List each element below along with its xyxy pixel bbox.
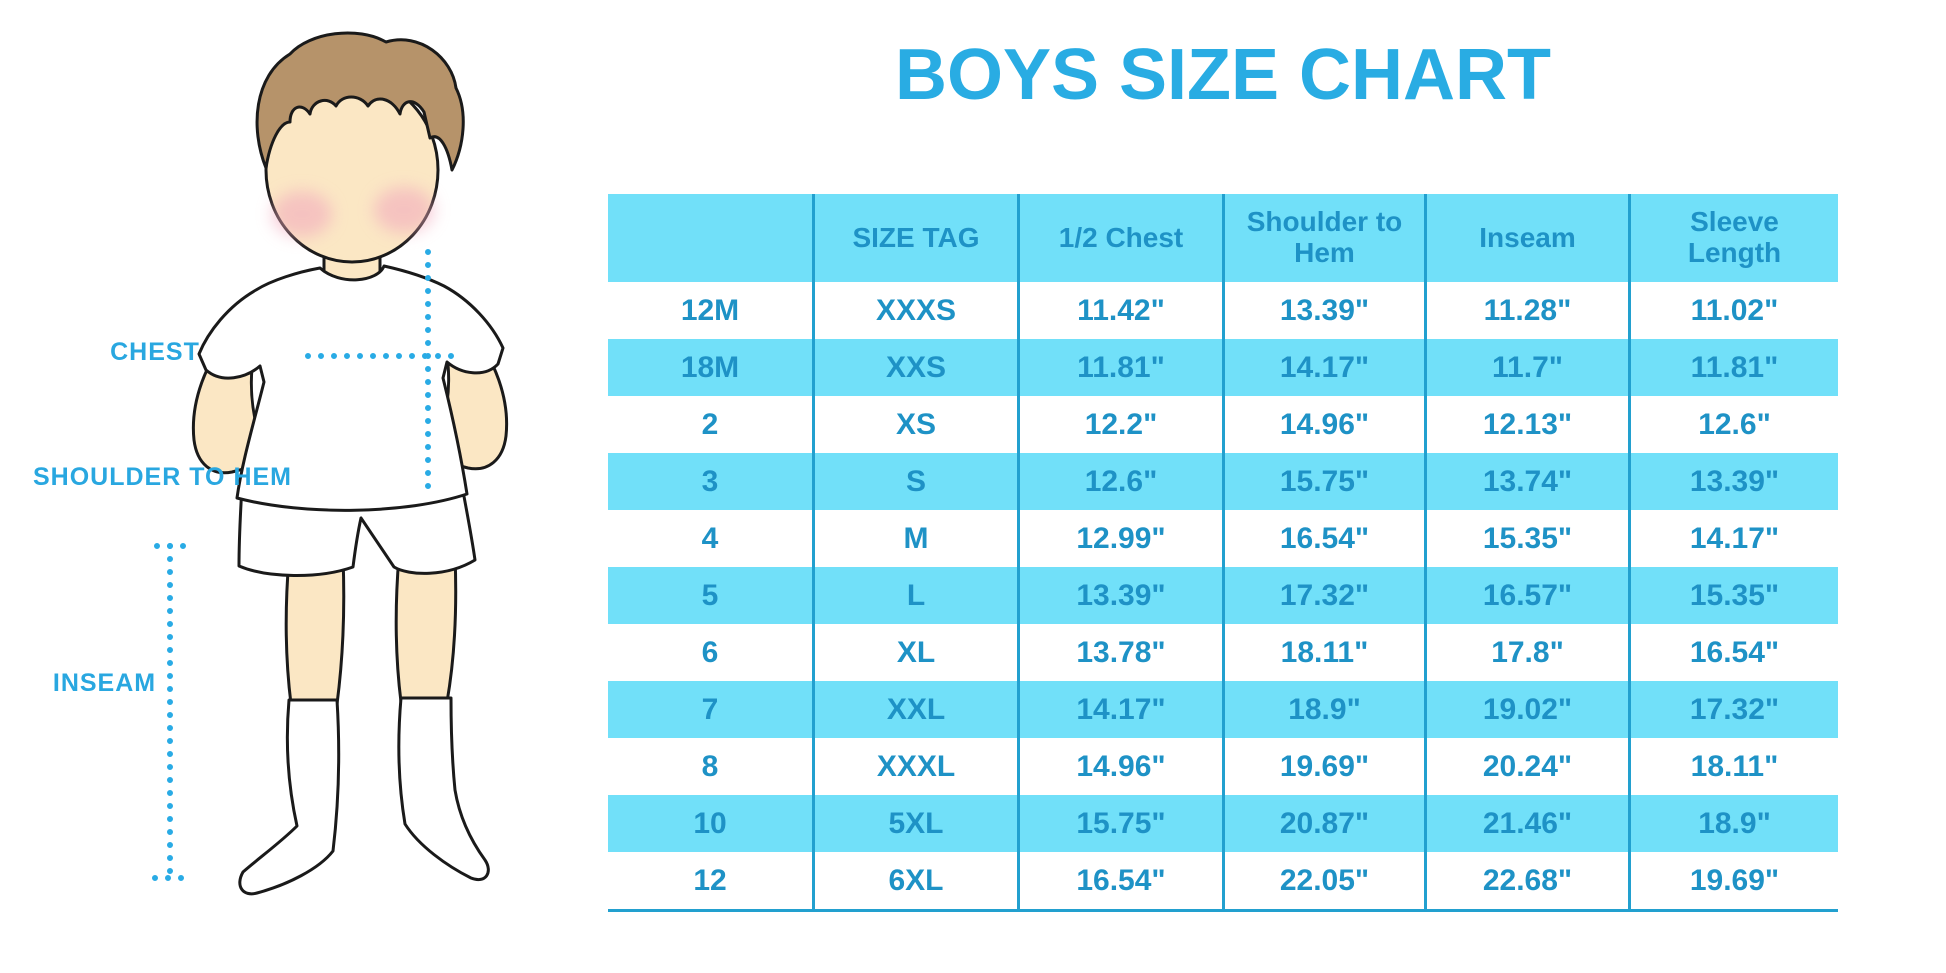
table-cell: 16.54" — [1017, 852, 1222, 909]
table-cell: 18.9" — [1222, 681, 1424, 738]
table-cell: 14.17" — [1628, 510, 1838, 567]
table-cell: 15.75" — [1017, 795, 1222, 852]
table-cell: 8 — [701, 749, 719, 783]
table-cell: 21.46" — [1424, 795, 1628, 852]
cheek-right — [374, 187, 434, 233]
table-cell: XS — [812, 396, 1017, 453]
table-row: 5 L 13.39" 17.32" 16.57" 15.35" — [608, 567, 1838, 624]
cheek-left — [272, 191, 332, 237]
table-cell: 15.35" — [1424, 510, 1628, 567]
table-cell: 18.11" — [1222, 624, 1424, 681]
boy-illustration — [152, 31, 509, 896]
table-cell: 11.42" — [1017, 282, 1222, 339]
table-header-row: SIZE TAG 1/2 Chest Shoulder to Hem Inseam Sl… — [608, 194, 1838, 282]
table-cell: 12M — [680, 293, 740, 327]
table-cell: 16.54" — [1222, 510, 1424, 567]
table-cell: 17.32" — [1628, 681, 1838, 738]
table-cell: 13.39" — [1628, 453, 1838, 510]
table-cell: 13.74" — [1424, 453, 1628, 510]
table-cell: 12.13" — [1424, 396, 1628, 453]
table-cell: 16.57" — [1424, 567, 1628, 624]
table-cell: 20.87" — [1222, 795, 1424, 852]
table-cell: 16.54" — [1628, 624, 1838, 681]
table-row: 12M XXXS 11.42" 13.39" 11.28" 11.02" — [608, 282, 1838, 339]
header-cell: SIZE TAG — [812, 194, 1017, 282]
hair-shape — [255, 31, 465, 172]
table-cell: 19.02" — [1424, 681, 1628, 738]
size-table: SIZE TAG 1/2 Chest Shoulder to Hem Inseam Sl… — [608, 194, 1838, 912]
table-cell: 11.81" — [1017, 339, 1222, 396]
table-cell: 12.2" — [1017, 396, 1222, 453]
table-row: 2 XS 12.2" 14.96" 12.13" 12.6" — [608, 396, 1838, 453]
table-cell: 22.68" — [1424, 852, 1628, 909]
table-cell: XXXL — [812, 738, 1017, 795]
header-cell — [608, 194, 812, 282]
table-cell: 14.96" — [1017, 738, 1222, 795]
table-cell: 13.39" — [1222, 282, 1424, 339]
table-cell: 4 — [701, 521, 719, 555]
table-row: 3 S 12.6" 15.75" 13.74" 13.39" — [608, 453, 1838, 510]
left-sock-shape — [238, 698, 341, 896]
left-leg-shape — [284, 556, 346, 706]
table-cell: 17.8" — [1424, 624, 1628, 681]
table-cell: 12 — [693, 863, 727, 897]
table-cell: 15.75" — [1222, 453, 1424, 510]
table-cell: 5 — [701, 578, 719, 612]
right-leg-shape — [394, 554, 458, 704]
table-cell: 10 — [693, 806, 727, 840]
table-cell: 6XL — [812, 852, 1017, 909]
table-cell: 11.81" — [1628, 339, 1838, 396]
table-cell: 22.05" — [1222, 852, 1424, 909]
table-row: 18M XXS 11.81" 14.17" 11.7" 11.81" — [608, 339, 1838, 396]
table-cell: 18M — [680, 350, 740, 384]
table-cell: 11.02" — [1628, 282, 1838, 339]
table-cell: 6 — [701, 635, 719, 669]
chest-label: CHEST — [110, 338, 200, 366]
table-cell: XXS — [812, 339, 1017, 396]
table-row: 10 5XL 15.75" 20.87" 21.46" 18.9" — [608, 795, 1838, 852]
table-cell: 12.6" — [1017, 453, 1222, 510]
table-row: 7 XXL 14.17" 18.9" 19.02" 17.32" — [608, 681, 1838, 738]
inseam-label: INSEAM — [52, 669, 157, 697]
table-cell: XXXS — [812, 282, 1017, 339]
table-cell: 19.69" — [1628, 852, 1838, 909]
page-title: BOYS SIZE CHART — [894, 35, 1552, 115]
header-cell: Sleeve Length — [1628, 194, 1838, 282]
table-cell: XXL — [812, 681, 1017, 738]
table-cell: 13.39" — [1017, 567, 1222, 624]
table-cell: 14.96" — [1222, 396, 1424, 453]
table-cell: 19.69" — [1222, 738, 1424, 795]
table-cell: 17.32" — [1222, 567, 1424, 624]
table-cell: 12.99" — [1017, 510, 1222, 567]
table-cell: 13.78" — [1017, 624, 1222, 681]
table-cell: S — [812, 453, 1017, 510]
table-row: 4 M 12.99" 16.54" 15.35" 14.17" — [608, 510, 1838, 567]
table-cell: 11.7" — [1424, 339, 1628, 396]
table-row: 6 XL 13.78" 18.11" 17.8" 16.54" — [608, 624, 1838, 681]
size-table-body: 12M XXXS 11.42" 13.39" 11.28" 11.02" 18M XXS 11.… — [608, 282, 1838, 909]
table-cell: 14.17" — [1222, 339, 1424, 396]
header-cell: 1/2 Chest — [1017, 194, 1222, 282]
table-cell: XL — [812, 624, 1017, 681]
table-cell: M — [812, 510, 1017, 567]
shoulder-to-hem-label: SHOULDER TO HEM — [33, 463, 292, 491]
table-cell: 15.35" — [1628, 567, 1838, 624]
table-cell: 5XL — [812, 795, 1017, 852]
table-cell: 20.24" — [1424, 738, 1628, 795]
table-cell: 3 — [701, 464, 719, 498]
table-cell: 18.9" — [1628, 795, 1838, 852]
table-cell: 14.17" — [1017, 681, 1222, 738]
table-cell: 18.11" — [1628, 738, 1838, 795]
header-cell: Shoulder to Hem — [1222, 194, 1424, 282]
table-cell: 11.28" — [1424, 282, 1628, 339]
table-cell: 7 — [701, 692, 719, 726]
table-cell: L — [812, 567, 1017, 624]
table-row: 12 6XL 16.54" 22.05" 22.68" 19.69" — [608, 852, 1838, 909]
right-sock-shape — [397, 696, 490, 881]
table-row: 8 XXXL 14.96" 19.69" 20.24" 18.11" — [608, 738, 1838, 795]
table-cell: 12.6" — [1628, 396, 1838, 453]
table-cell: 2 — [701, 407, 719, 441]
header-cell: Inseam — [1424, 194, 1628, 282]
